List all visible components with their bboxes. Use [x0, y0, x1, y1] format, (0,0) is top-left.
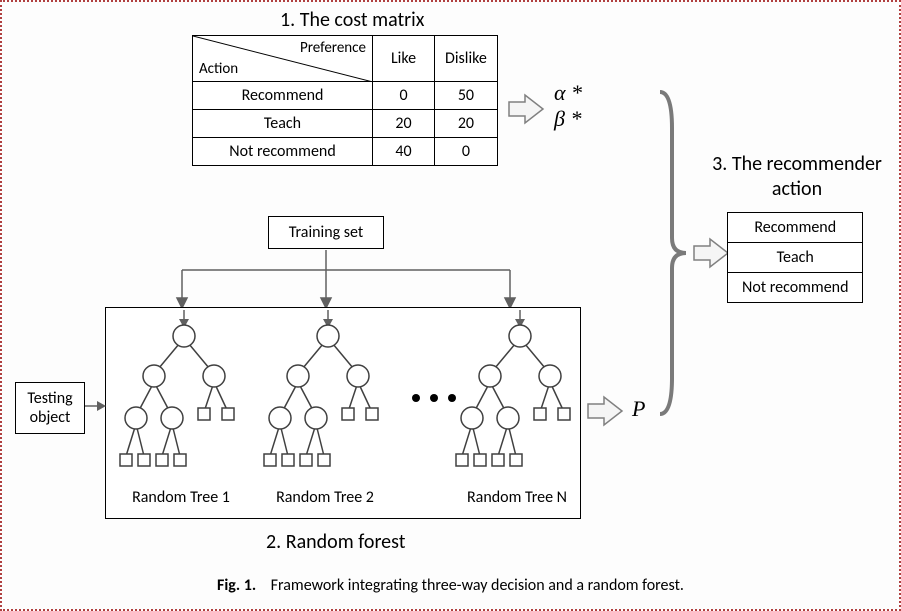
- row-1-like: 20: [373, 110, 435, 138]
- action-row-0: Recommend: [728, 213, 863, 243]
- row-0-action: Recommend: [193, 82, 373, 110]
- tree-label-n: Random Tree N: [452, 488, 582, 507]
- row-0-like: 0: [373, 82, 435, 110]
- arrow-forest-to-p-icon: [586, 394, 626, 428]
- cost-matrix-title: 1. The cost matrix: [280, 8, 424, 32]
- row-0-dislike: 50: [435, 82, 498, 110]
- testing-object-box: Testing object: [15, 382, 85, 434]
- action-header: Action: [199, 60, 238, 78]
- alpha-label: α *: [554, 80, 582, 106]
- row-1-action: Teach: [193, 110, 373, 138]
- col-dislike: Dislike: [435, 36, 498, 82]
- arrow-testing-to-forest-icon: [85, 398, 107, 414]
- recommender-actions-table: Recommend Teach Not recommend: [727, 212, 863, 303]
- col-like: Like: [373, 36, 435, 82]
- cost-matrix: Preference Action Like Dislike Recommend…: [192, 35, 498, 166]
- row-1-dislike: 20: [435, 110, 498, 138]
- training-set-box: Training set: [268, 216, 384, 249]
- row-2-action: Not recommend: [193, 138, 373, 166]
- training-to-forest-arrows-icon: [122, 250, 552, 310]
- tree-label-1: Random Tree 1: [116, 488, 246, 507]
- action-row-2: Not recommend: [728, 273, 863, 303]
- random-forest-box: Random Tree 1 Random Tree 2 Random Tree …: [105, 307, 581, 519]
- tree-label-2: Random Tree 2: [260, 488, 390, 507]
- figure-caption-label: Fig. 1.: [217, 576, 256, 595]
- row-2-like: 40: [373, 138, 435, 166]
- figure-frame: 1. The cost matrix Preference Action Lik…: [0, 0, 901, 611]
- curly-bracket-icon: [652, 88, 692, 418]
- cost-matrix-diag-header: Preference Action: [193, 36, 373, 82]
- recommender-actions: Recommend Teach Not recommend: [727, 212, 863, 303]
- arrow-to-recommender-icon: [692, 236, 732, 270]
- row-2-dislike: 0: [435, 138, 498, 166]
- arrow-cost-to-thresholds-icon: [507, 92, 547, 126]
- figure-caption-text: Framework integrating three-way decision…: [271, 576, 684, 595]
- cost-matrix-table: Preference Action Like Dislike Recommend…: [192, 35, 498, 166]
- beta-label: β *: [554, 106, 581, 132]
- recommender-title: 3. The recommender action: [702, 152, 892, 202]
- action-row-1: Teach: [728, 243, 863, 273]
- p-label: P: [632, 396, 645, 422]
- random-forest-title: 2. Random forest: [266, 530, 405, 554]
- preference-header: Preference: [300, 39, 366, 57]
